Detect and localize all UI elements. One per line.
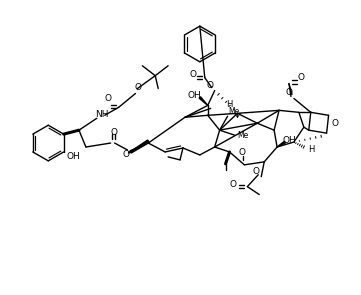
Text: O: O bbox=[239, 148, 246, 158]
Text: O: O bbox=[104, 94, 111, 103]
Text: Me: Me bbox=[228, 107, 239, 116]
Text: O: O bbox=[206, 81, 213, 90]
Text: H: H bbox=[309, 145, 315, 155]
Text: OH: OH bbox=[188, 91, 202, 100]
Text: H: H bbox=[226, 100, 233, 109]
Text: O: O bbox=[297, 73, 304, 82]
Text: O: O bbox=[331, 119, 338, 128]
Text: O: O bbox=[230, 180, 237, 189]
Text: O: O bbox=[253, 167, 260, 176]
Text: Me: Me bbox=[237, 131, 248, 140]
Polygon shape bbox=[277, 141, 286, 147]
Text: O: O bbox=[190, 70, 196, 79]
Text: O: O bbox=[122, 150, 129, 159]
Text: O: O bbox=[286, 88, 292, 97]
Polygon shape bbox=[129, 140, 149, 153]
Text: OH: OH bbox=[282, 136, 296, 145]
Text: O: O bbox=[135, 83, 142, 92]
Text: OH: OH bbox=[66, 153, 80, 161]
Text: O: O bbox=[110, 128, 117, 137]
Polygon shape bbox=[199, 97, 208, 105]
Polygon shape bbox=[130, 143, 148, 153]
Text: NH: NH bbox=[95, 110, 109, 119]
